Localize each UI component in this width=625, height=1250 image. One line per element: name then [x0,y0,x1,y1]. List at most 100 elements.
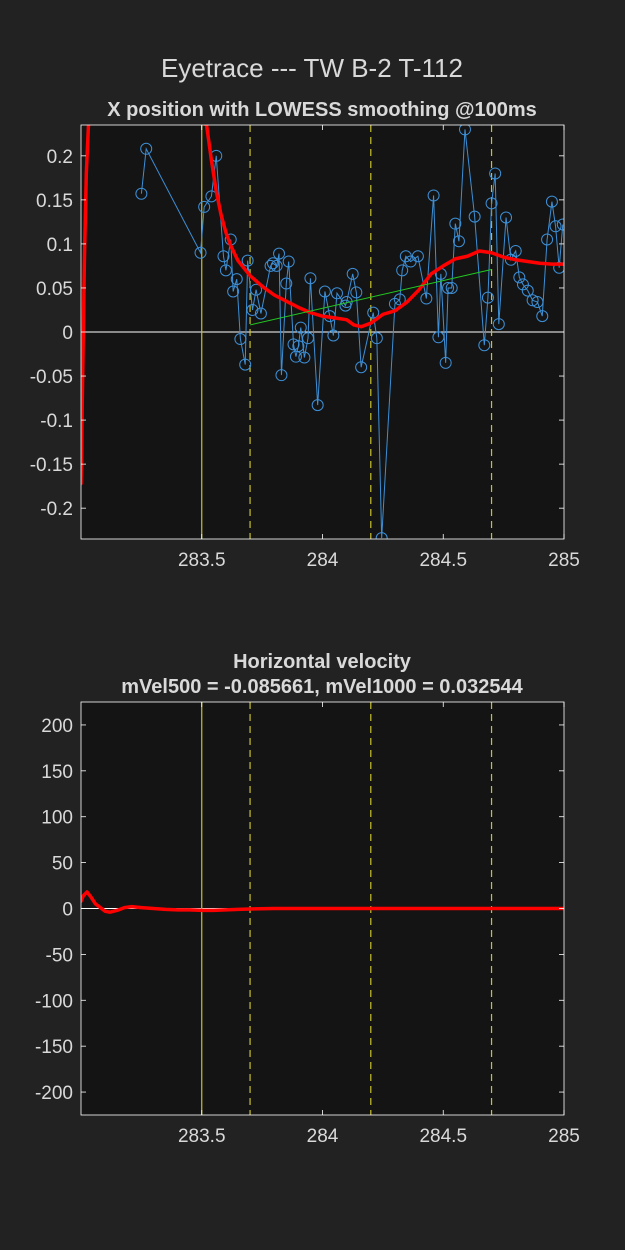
raw-data-point [246,303,259,316]
raw-data-point [350,286,363,299]
raw-data-point [298,351,311,364]
raw-data-point [442,281,455,294]
raw-data-point [217,250,230,263]
velocity-plot-axes: -200 -150 -100 -50 0 50 100 150 200 283.5 284 284.5… [35,701,580,1147]
raw-data-point [393,293,406,306]
raw-data-point [227,285,240,298]
raw-data-point [509,244,522,257]
y-tick-label: 0 [62,900,73,921]
y-tick-label: 150 [41,762,73,783]
raw-data-point [194,246,207,259]
velocity-line [81,890,564,914]
y-tick-label: -0.05 [30,367,73,388]
y-tick-label: -100 [35,991,73,1012]
raw-data-point [432,331,445,344]
raw-data-point [427,189,440,202]
raw-trace-line [140,129,564,539]
raw-data-point [318,285,331,298]
y-tick-label: -0.1 [40,411,73,432]
x-tick-label: 284 [307,550,339,571]
raw-data-point [266,257,279,270]
raw-data-point [481,291,494,304]
raw-data-point [492,318,505,331]
figure-title: Eyetrace --- TW B-2 T-112 [161,53,463,83]
raw-data-point [292,340,305,353]
raw-data-point [452,235,465,248]
raw-data-point [302,332,315,345]
raw-data-point [439,356,452,369]
raw-data-point [135,187,148,200]
raw-data-point [280,277,293,290]
raw-data-point [445,281,458,294]
raw-data-point [458,125,471,136]
raw-data-point [531,296,544,309]
linear-fit-line [249,268,492,326]
raw-data-point [219,264,232,277]
raw-data-point [311,399,324,412]
raw-data-point [556,218,564,231]
raw-data-point [468,210,481,223]
velocity-plot-title: Horizontal velocity [233,651,412,673]
position-plot-axes: -0.2 -0.15 -0.1 -0.05 0 0.05 0.1 0.15 0.2 283.5 28… [30,124,580,571]
raw-data-point [275,369,288,382]
y-tick-label: 0.05 [36,279,73,300]
raw-data-point [270,259,283,272]
raw-data-point [375,532,388,539]
raw-data-point [541,233,554,246]
raw-data-point [370,332,383,345]
y-tick-label: -50 [46,945,73,966]
raw-data-point [549,220,562,233]
raw-data-point [500,211,513,224]
y-tick-label: -0.15 [30,455,73,476]
raw-data-point [346,267,359,280]
y-tick-label: -150 [35,1037,73,1058]
raw-data-point [327,329,340,342]
y-tick-label: -0.2 [40,499,73,520]
raw-data-point [420,292,433,305]
raw-data-point [264,259,277,272]
raw-data-point [241,254,254,267]
raw-data-point [553,261,564,274]
y-tick-label: -200 [35,1083,73,1104]
raw-data-point [478,339,491,352]
raw-data-point [287,338,300,351]
x-tick-label: 283.5 [178,550,226,571]
x-tick-label: 284.5 [419,550,467,571]
lowess-smooth-line [81,125,564,486]
raw-data-point [304,272,317,285]
raw-data-point [330,287,343,300]
raw-data-point [367,306,380,319]
raw-data-point [140,142,153,155]
raw-data-point [521,284,534,297]
raw-data-point [239,358,252,371]
raw-data-point [396,264,409,277]
raw-data-point [489,167,502,180]
raw-data-point [513,271,526,284]
raw-data-point [485,197,498,210]
raw-data-point [411,250,424,263]
y-tick-label: 100 [41,808,73,829]
raw-data-point [545,195,558,208]
x-tick-label: 285 [548,550,580,571]
position-plot-title: X position with LOWESS smoothing @100ms [107,99,537,121]
position-plot: X position with LOWESS smoothing @100ms … [30,99,580,571]
raw-data-point [355,361,368,374]
velocity-plot: Horizontal velocity mVel500 = -0.085661,… [35,651,580,1147]
raw-data-point [516,278,529,291]
velocity-plot-subtitle: mVel500 = -0.085661, mVel1000 = 0.032544 [121,676,523,698]
y-tick-label: 0.15 [36,191,73,212]
raw-data-point [250,283,263,296]
raw-data-point [198,200,211,213]
raw-data-point [254,307,267,320]
y-tick-label: 0.2 [47,147,73,168]
raw-data-point [449,217,462,230]
y-tick-label: 50 [52,854,73,875]
raw-data-point [273,247,286,260]
y-tick-label: 0.1 [47,235,73,256]
raw-data-point [230,273,243,286]
raw-data-point [536,310,549,323]
raw-data-point [526,294,539,307]
y-tick-label: 0 [62,323,73,344]
raw-data-point [294,321,307,334]
